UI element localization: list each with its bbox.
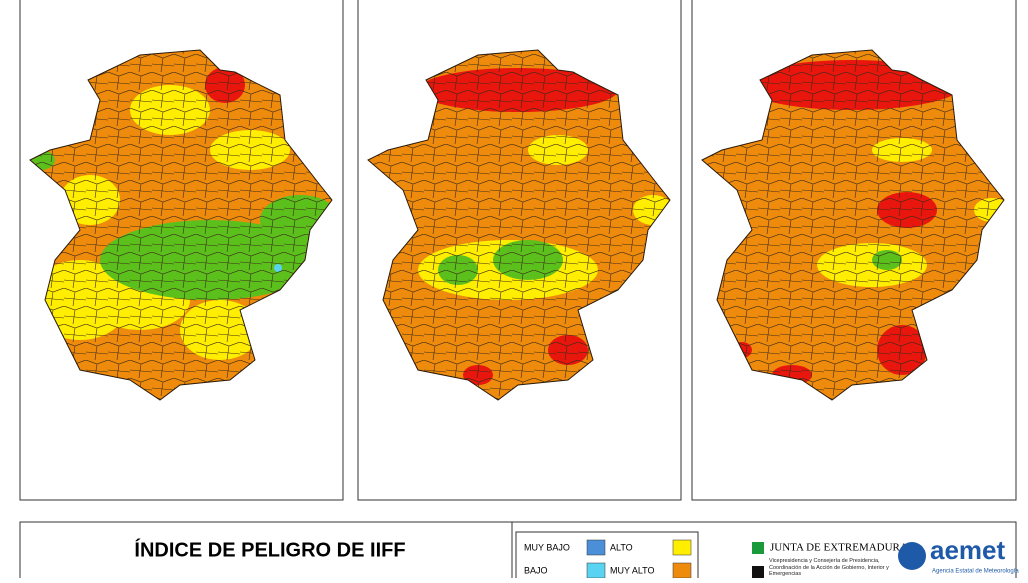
aemet-name: aemet xyxy=(930,535,1005,565)
junta-sub-box: Vicepresidencia y Consejería de Presiden… xyxy=(769,558,889,577)
legend-label: MUY BAJO xyxy=(524,542,570,552)
junta-icon xyxy=(752,566,764,578)
legend-swatch xyxy=(672,539,692,556)
junta-sub: Vicepresidencia y Consejería de Presiden… xyxy=(769,558,889,577)
aemet-sub: Agencia Estatal de Meteorología xyxy=(932,569,1019,575)
legend-label: ALTO xyxy=(610,542,633,552)
legend-swatch xyxy=(586,562,606,579)
aemet-icon xyxy=(898,542,926,570)
title: ÍNDICE DE PELIGRO DE IIFF xyxy=(134,538,405,561)
legend-box xyxy=(515,531,699,583)
junta-name: JUNTA DE EXTREMADURA xyxy=(770,542,908,554)
legend-swatch xyxy=(672,562,692,579)
legend-label: MUY ALTO xyxy=(610,565,655,575)
region-map xyxy=(29,49,333,401)
legend-label: BAJO xyxy=(524,565,548,575)
legend-swatch xyxy=(586,539,606,556)
junta-icon xyxy=(752,542,764,554)
